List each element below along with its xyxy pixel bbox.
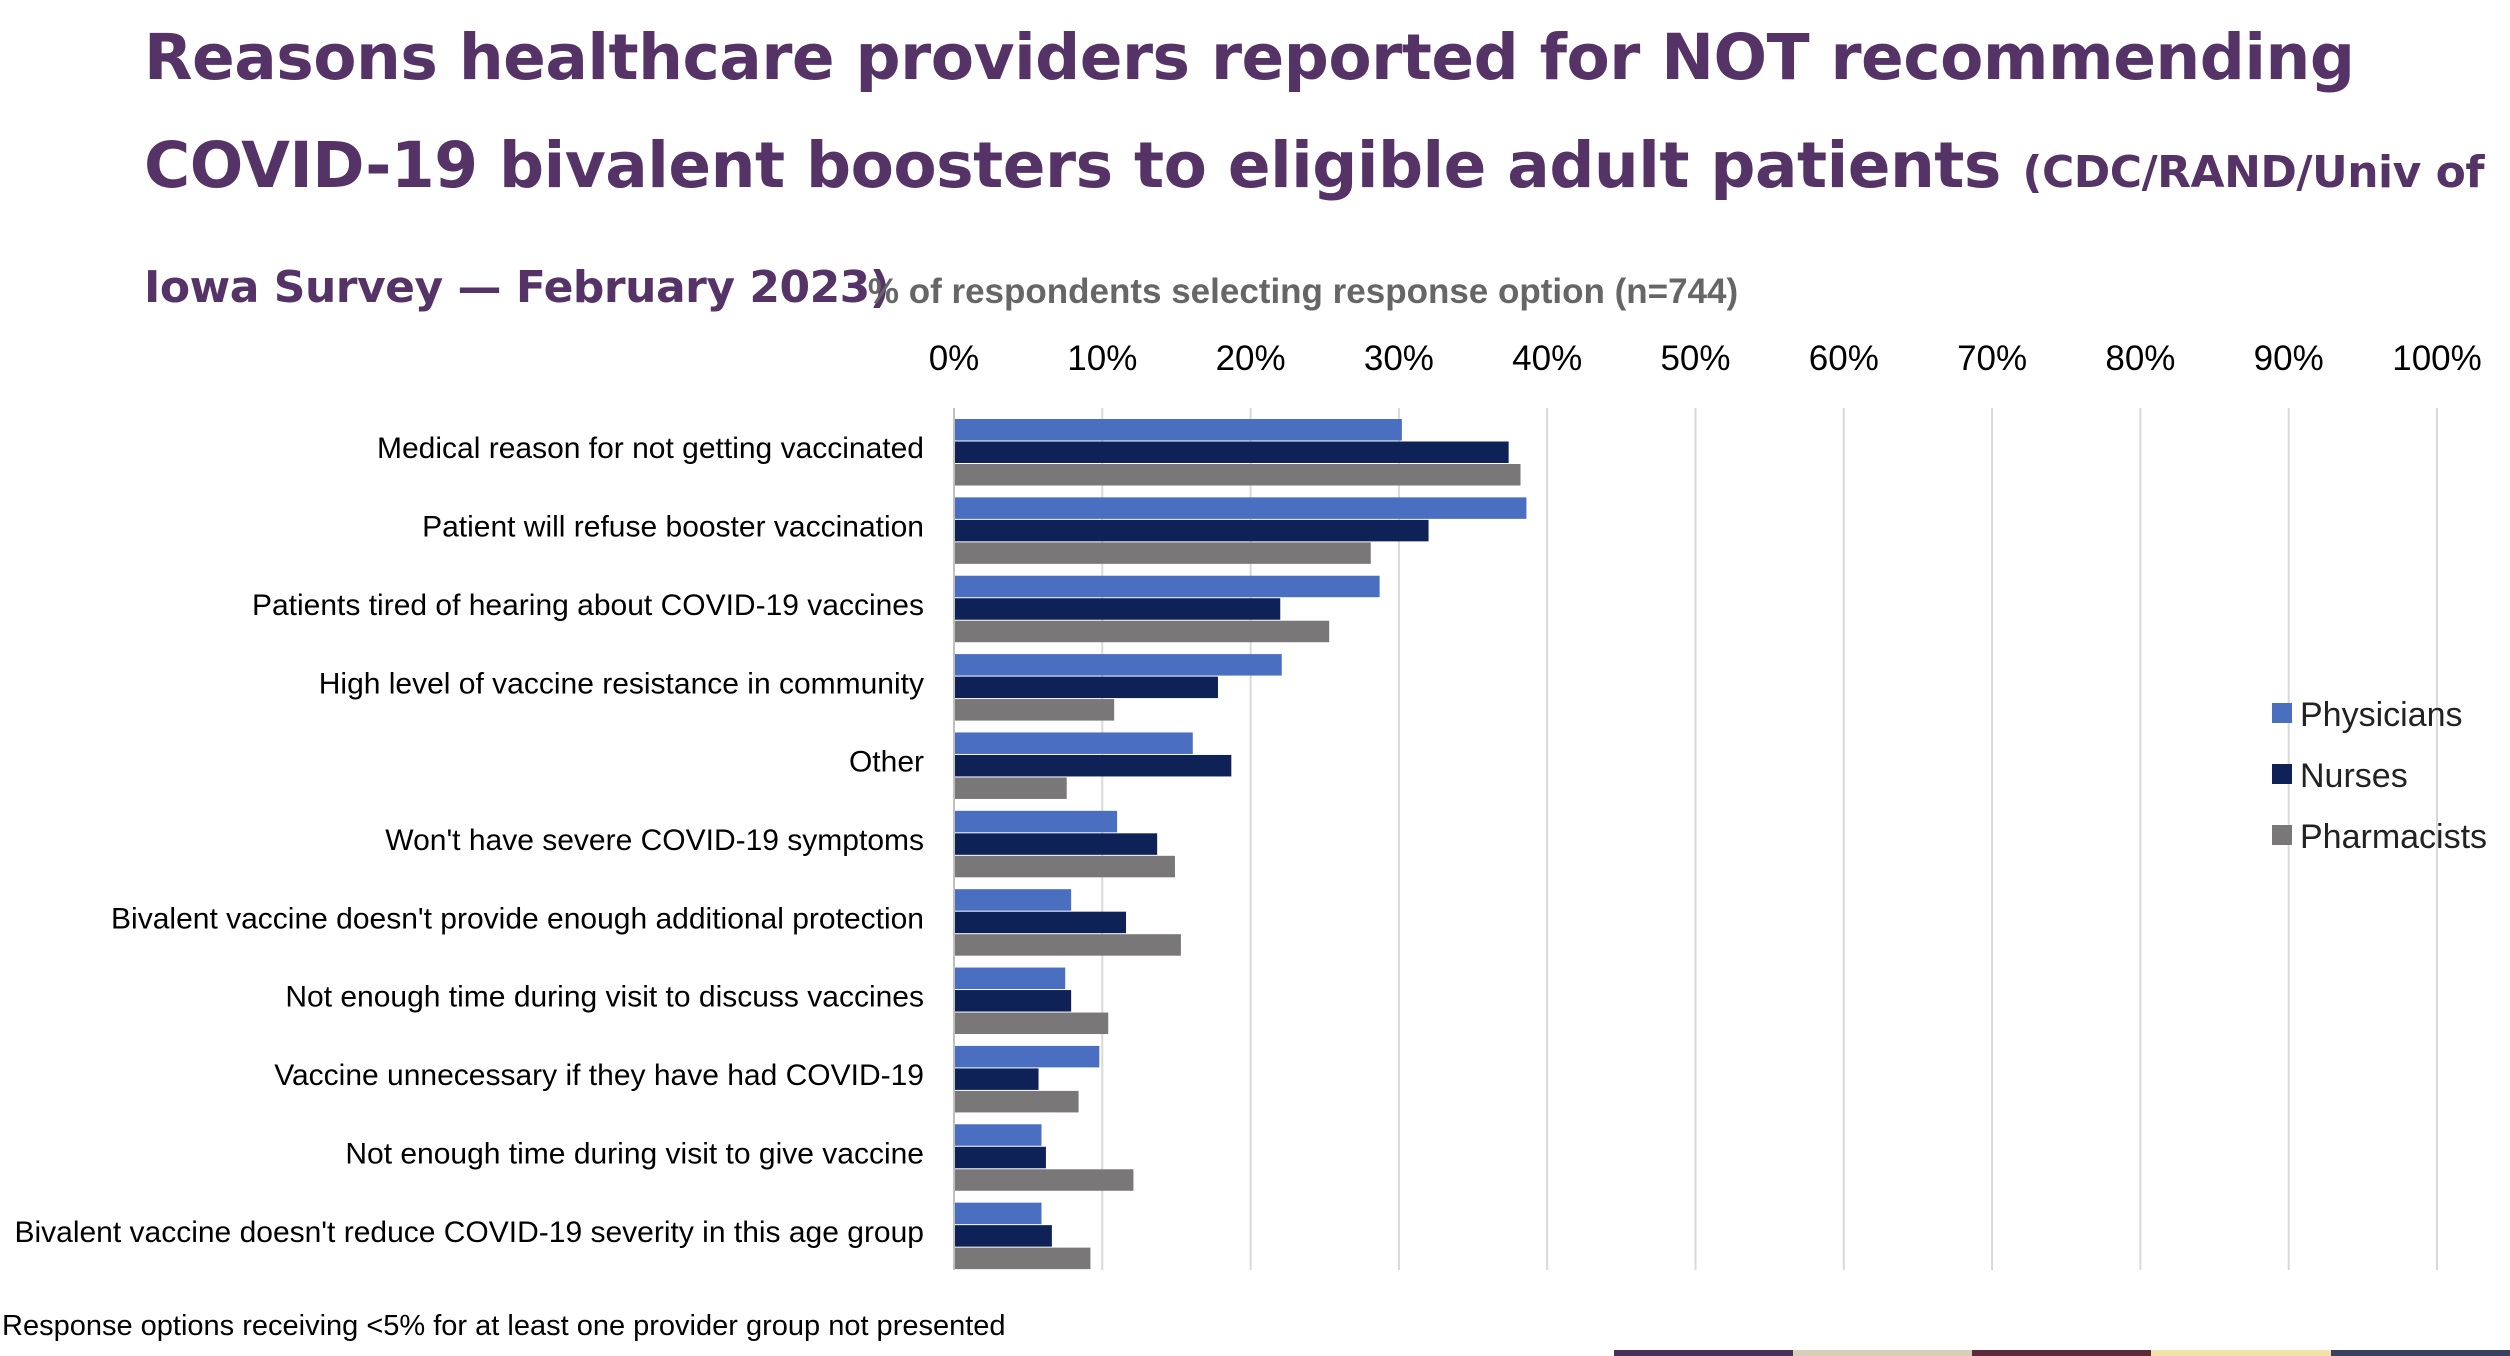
- bar-physicians: [954, 497, 1527, 519]
- bar-nurses: [954, 1068, 1039, 1090]
- x-tick-label: 90%: [2254, 339, 2324, 378]
- bar-pharmacists: [954, 1169, 1134, 1191]
- x-tick-label: 30%: [1364, 339, 1434, 378]
- x-tick-label: 100%: [2392, 339, 2482, 378]
- bar-pharmacists: [954, 1090, 1079, 1113]
- strip-segment: [1972, 1350, 2152, 1356]
- strip-segment: [2330, 1350, 2510, 1356]
- x-tick-label: 70%: [1957, 339, 2027, 378]
- x-tick-label: 60%: [1809, 339, 1879, 378]
- category-label: Not enough time during visit to discuss …: [285, 981, 924, 1014]
- category-label: Won't have severe COVID-19 symptoms: [385, 824, 924, 857]
- chart-subtitle: (CDC/RAND/Univ of Iowa Survey — February…: [144, 147, 2485, 313]
- strip-segment: [896, 1350, 1076, 1356]
- bar-nurses: [954, 441, 1509, 463]
- bar-nurses: [954, 519, 1429, 542]
- bar-chart: % of respondents selecting response opti…: [14, 272, 2487, 1270]
- strip-segment: [1075, 1350, 1255, 1356]
- strip-segment: [0, 1350, 180, 1356]
- x-tick-label: 0%: [929, 339, 980, 378]
- x-axis-tick-labels: 0% 10% 20% 30% 40% 50% 60% 70% 80% 90% 100%: [929, 339, 2482, 378]
- chart-title-text: Reasons healthcare providers reported fo…: [144, 21, 2355, 202]
- category-label: High level of vaccine resistance in comm…: [319, 667, 924, 700]
- chart-title: Reasons healthcare providers reported fo…: [144, 4, 2494, 342]
- bar-pharmacists: [954, 934, 1181, 956]
- bar-nurses: [954, 911, 1127, 934]
- category-label: Vaccine unnecessary if they have had COV…: [274, 1059, 924, 1092]
- bar-pharmacists: [954, 542, 1371, 564]
- category-labels: Medical reason for not getting vaccinate…: [14, 432, 924, 1249]
- bar-physicians: [954, 810, 1118, 833]
- bar-physicians: [954, 889, 1072, 911]
- strip-segment: [717, 1350, 897, 1356]
- bar-pharmacists: [954, 699, 1115, 721]
- strip-segment: [1613, 1350, 1793, 1356]
- strip-segment: [179, 1350, 359, 1356]
- bar-nurses: [954, 598, 1281, 620]
- x-tick-label: 80%: [2105, 339, 2175, 378]
- legend-swatch-pharmacists: [2272, 825, 2292, 845]
- bar-pharmacists: [954, 777, 1067, 799]
- bar-pharmacists: [954, 855, 1175, 878]
- legend-label-nurses: Nurses: [2300, 757, 2408, 795]
- strip-segment: [1434, 1350, 1614, 1356]
- category-label: Bivalent vaccine doesn't reduce COVID-19…: [14, 1216, 924, 1249]
- legend-label-physicians: Physicians: [2300, 696, 2463, 734]
- bar-pharmacists: [954, 1012, 1109, 1035]
- bar-pharmacists: [954, 620, 1330, 643]
- bar-nurses: [954, 676, 1218, 699]
- category-label: Patient will refuse booster vaccination: [422, 511, 924, 544]
- bar-physicians: [954, 1124, 1042, 1146]
- strip-segment: [1254, 1350, 1435, 1356]
- category-label: Other: [849, 746, 924, 779]
- footnote: Response options receiving <5% for at le…: [2, 1310, 1006, 1342]
- bars: [954, 419, 1527, 1270]
- bar-nurses: [954, 1225, 1052, 1247]
- strip-segment: [358, 1350, 538, 1356]
- strip-segment: [1792, 1350, 1973, 1356]
- legend-swatch-nurses: [2272, 764, 2292, 784]
- strip-segment: [537, 1350, 718, 1356]
- bar-physicians: [954, 732, 1193, 754]
- bar-physicians: [954, 1045, 1100, 1068]
- bar-physicians: [954, 419, 1402, 441]
- bottom-color-strip: [0, 1350, 2510, 1356]
- x-tick-label: 40%: [1512, 339, 1582, 378]
- bar-physicians: [954, 575, 1380, 598]
- x-tick-label: 50%: [1660, 339, 1730, 378]
- x-axis-title: % of respondents selecting response opti…: [868, 272, 1738, 311]
- bar-pharmacists: [954, 464, 1521, 486]
- bar-nurses: [954, 990, 1072, 1012]
- bar-physicians: [954, 967, 1066, 990]
- bar-nurses: [954, 833, 1158, 855]
- bar-nurses: [954, 1146, 1046, 1169]
- legend-swatch-physicians: [2272, 703, 2292, 723]
- bar-nurses: [954, 754, 1232, 777]
- category-label: Medical reason for not getting vaccinate…: [377, 432, 924, 465]
- category-label: Not enough time during visit to give vac…: [345, 1137, 924, 1170]
- x-tick-label: 20%: [1216, 339, 1286, 378]
- strip-segment: [2151, 1350, 2331, 1356]
- category-label: Patients tired of hearing about COVID-19…: [252, 589, 924, 622]
- legend: Physicians Nurses Pharmacists: [2272, 696, 2487, 856]
- category-label: Bivalent vaccine doesn't provide enough …: [111, 902, 924, 935]
- bar-pharmacists: [954, 1247, 1091, 1270]
- x-tick-label: 10%: [1067, 339, 1137, 378]
- bar-physicians: [954, 654, 1282, 676]
- legend-label-pharmacists: Pharmacists: [2300, 818, 2487, 856]
- bar-physicians: [954, 1202, 1042, 1225]
